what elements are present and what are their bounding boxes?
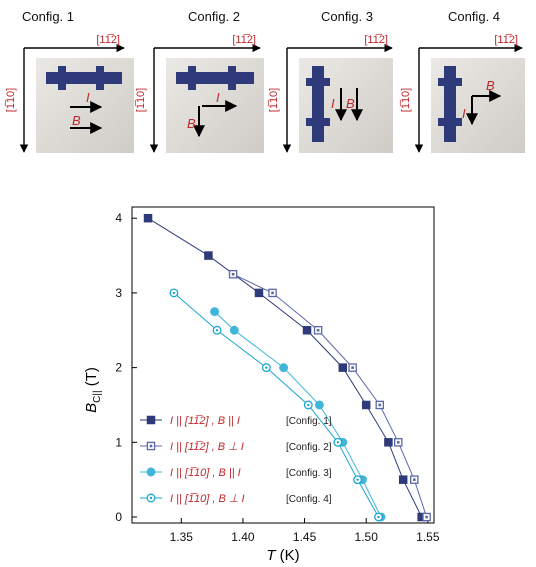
config-title: Config. 4 (448, 9, 500, 24)
chart: 1.35 1.40 1.45 1.50 1.55 0 1 2 3 4 I || [11̅2] , … (83, 206, 440, 564)
current-label: I (86, 90, 90, 105)
data-point-center (336, 441, 340, 444)
field-label: B (72, 113, 81, 128)
direction-label-vertical: [1̅10] (5, 88, 17, 112)
y-axis-subscript: C|| (92, 390, 103, 402)
data-point (279, 363, 289, 373)
config-title: Config. 2 (188, 9, 240, 24)
series-line (232, 273, 428, 518)
data-point (204, 251, 213, 260)
legend-marker (146, 415, 156, 425)
current-label: I (216, 90, 220, 105)
series-1 (143, 213, 426, 522)
x-tick-label: 1.50 (355, 530, 379, 544)
data-point (361, 400, 371, 410)
y-tick-label: 2 (115, 361, 122, 375)
data-point-center (265, 366, 268, 369)
config-panel-1: Config. 1 [11̅2] [1̅10] I B (5, 9, 134, 153)
data-point-center (172, 291, 176, 295)
device-hallbar-vertical (306, 66, 330, 142)
current-label: I (331, 96, 335, 111)
direction-label-vertical: [1̅10] (400, 88, 412, 112)
direction-label-vertical: [1̅10] (135, 88, 147, 112)
config-title: Config. 1 (22, 9, 74, 24)
data-point-center (378, 403, 382, 407)
legend-config: [Config. 1] (286, 416, 332, 427)
data-point (143, 213, 153, 223)
config-panel-4: Config. 4 [11̅2] [1̅10] B I (400, 9, 525, 153)
legend-label: I || [11̅2] , B ⊥ I (170, 441, 244, 453)
field-label: B (187, 116, 196, 131)
x-tick-label: 1.55 (416, 530, 440, 544)
device-hallbar-horizontal (176, 66, 254, 90)
data-point-center (316, 328, 320, 332)
legend-config: [Config. 4] (286, 494, 332, 505)
data-point (384, 438, 393, 447)
data-point (398, 475, 408, 484)
legend-entry-1: I || [11̅2] , B || I [Config. 1] (140, 415, 332, 427)
axis-ticks: 1.35 1.40 1.45 1.50 1.55 0 1 2 3 4 (115, 211, 440, 544)
legend-config: [Config. 3] (286, 468, 332, 479)
config-title: Config. 3 (321, 9, 373, 24)
legend-entry-2: I || [11̅2] , B ⊥ I [Config. 2] (140, 441, 332, 453)
y-tick-label: 1 (115, 435, 122, 449)
legend-label: I || [1̅10] , B || I (170, 467, 241, 479)
data-point-center (425, 515, 428, 519)
y-axis-unit: (T) (83, 367, 100, 390)
data-point-center (215, 329, 219, 332)
data-point (254, 288, 264, 298)
config-panel-2: Config. 2 [11̅2] [1̅10] I B (135, 9, 264, 153)
data-point-center (396, 441, 400, 444)
current-label: I (462, 106, 466, 121)
device-hallbar-vertical (438, 66, 462, 142)
data-point-center (271, 291, 274, 295)
series-group (143, 213, 431, 522)
data-point-center (231, 272, 235, 276)
direction-label-vertical: [1̅10] (268, 88, 280, 112)
legend-marker (146, 467, 156, 477)
x-tick-label: 1.35 (170, 530, 194, 544)
legend-config: [Config. 2] (286, 442, 332, 453)
legend-marker-center (149, 496, 153, 500)
legend: I || [11̅2] , B || I [Config. 1]I || [11̅… (140, 415, 332, 505)
data-point (302, 326, 312, 335)
legend-entry-4: I || [1̅10] , B ⊥ I [Config. 4] (140, 493, 332, 505)
data-point-center (307, 403, 310, 407)
x-tick-label: 1.40 (231, 530, 255, 544)
series-2 (228, 269, 431, 522)
x-axis-unit: (K) (276, 547, 300, 564)
data-point-center (351, 366, 354, 369)
direction-label-horizontal: [11̅2] (96, 34, 120, 46)
legend-label: I || [1̅10] , B ⊥ I (170, 493, 245, 505)
legend-entry-3: I || [1̅10] , B || I [Config. 3] (140, 467, 332, 479)
y-tick-label: 3 (115, 286, 122, 300)
y-axis-variable: B (83, 403, 100, 413)
x-axis-variable: T (266, 547, 277, 564)
y-tick-label: 0 (115, 510, 122, 524)
data-point (314, 400, 324, 410)
data-point-center (377, 515, 380, 519)
x-tick-label: 1.45 (293, 530, 317, 544)
device-hallbar-horizontal (46, 66, 122, 90)
y-tick-label: 4 (115, 211, 122, 225)
legend-label: I || [11̅2] , B || I (170, 415, 240, 427)
direction-label-horizontal: [11̅2] (494, 34, 518, 46)
direction-label-horizontal: [11̅2] (364, 34, 388, 46)
plot-frame (131, 206, 435, 524)
direction-label-horizontal: [11̅2] (232, 34, 256, 46)
series-line (173, 292, 379, 518)
legend-marker-center (149, 444, 153, 448)
data-point-center (412, 478, 416, 481)
config-panel-3: Config. 3 [11̅2] [1̅10] I B (268, 9, 393, 153)
series-4 (169, 288, 383, 522)
x-axis-label: T (K) (266, 547, 299, 564)
y-axis-label: BC|| (T) (83, 367, 103, 413)
data-point-center (356, 478, 359, 481)
field-label: B (346, 96, 355, 111)
data-point (210, 307, 220, 317)
field-label: B (486, 78, 495, 93)
data-point (229, 325, 239, 335)
data-point (338, 363, 348, 372)
